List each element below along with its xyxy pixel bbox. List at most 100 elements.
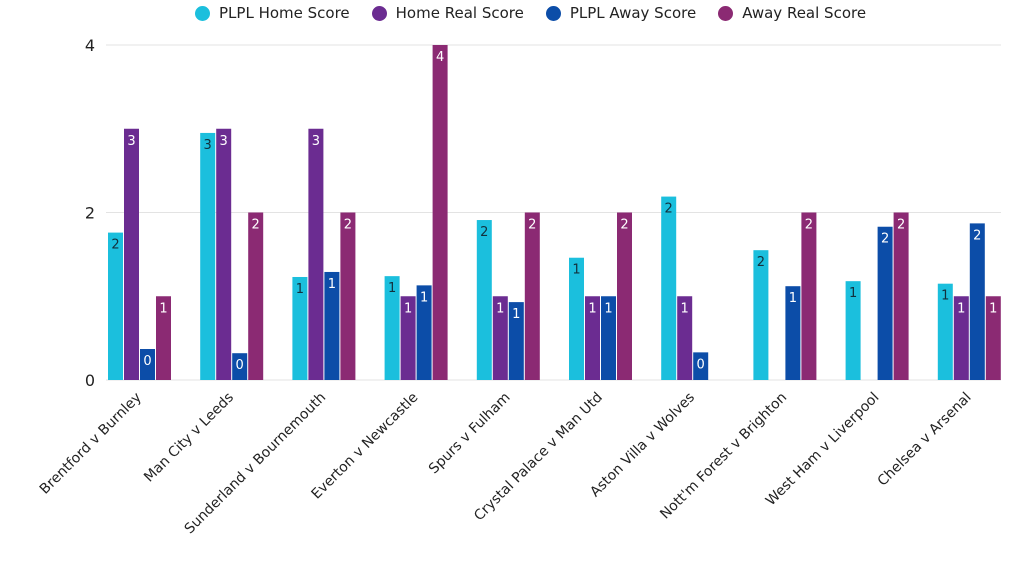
- bar[interactable]: [384, 276, 400, 380]
- data-label: 4: [436, 50, 444, 65]
- bar-group: 2 3 0 1: [108, 128, 171, 380]
- bar[interactable]: [432, 45, 448, 380]
- bar-group: 2 1 0: [661, 196, 709, 380]
- data-label: 1: [404, 301, 412, 316]
- bar-group: 2 1 2: [753, 212, 817, 381]
- legend-swatch-icon: [371, 5, 387, 21]
- bar-group: 2 1 1 2: [476, 212, 540, 381]
- bar[interactable]: [524, 212, 540, 381]
- bar[interactable]: [492, 296, 508, 380]
- data-label: 0: [236, 358, 244, 373]
- data-label: 2: [973, 228, 981, 243]
- bar[interactable]: [585, 296, 600, 380]
- bar[interactable]: [308, 128, 324, 380]
- bar[interactable]: [677, 296, 693, 380]
- data-label: 1: [789, 291, 797, 306]
- legend-item[interactable]: Home Real Score: [371, 4, 524, 22]
- bar-group: 1 22: [845, 212, 909, 381]
- data-label: 3: [220, 134, 228, 149]
- x-tick-label: Aston Villa v Wolves: [587, 390, 698, 501]
- data-label: 1: [989, 301, 997, 316]
- data-label: 2: [897, 218, 905, 233]
- bar[interactable]: [232, 353, 248, 380]
- data-label: 0: [143, 354, 151, 369]
- data-label: 1: [588, 301, 596, 316]
- legend-item[interactable]: PLPL Away Score: [545, 4, 697, 22]
- data-label: 1: [957, 301, 965, 316]
- data-label: 3: [127, 134, 135, 149]
- data-label: 1: [941, 289, 949, 304]
- y-tick-label: 2: [85, 204, 95, 223]
- legend-item[interactable]: Away Real Score: [718, 4, 866, 22]
- bar[interactable]: [156, 296, 171, 380]
- legend-swatch-icon: [545, 5, 561, 21]
- bar[interactable]: [893, 212, 909, 381]
- legend-swatch-icon: [718, 5, 734, 21]
- bar[interactable]: [953, 296, 969, 380]
- data-label: 2: [881, 232, 889, 247]
- data-label: 1: [849, 286, 857, 301]
- data-label: 3: [312, 134, 320, 149]
- data-label: 2: [252, 218, 260, 233]
- data-label: 1: [496, 301, 504, 316]
- x-tick-label: Chelsea v Arsenal: [875, 390, 975, 490]
- bar[interactable]: [248, 212, 264, 381]
- legend-item[interactable]: PLPL Home Score: [195, 4, 350, 22]
- bar[interactable]: [292, 276, 308, 380]
- bar[interactable]: [937, 283, 953, 380]
- data-label: 2: [805, 218, 813, 233]
- bar[interactable]: [200, 132, 216, 380]
- data-label: 3: [204, 138, 212, 153]
- y-axis: 0 2 4: [85, 36, 95, 390]
- data-label: 1: [420, 290, 428, 305]
- gridlines: [106, 44, 1001, 381]
- data-label: 2: [528, 218, 536, 233]
- bar[interactable]: [969, 223, 985, 380]
- bar[interactable]: [140, 349, 155, 380]
- bar[interactable]: [985, 296, 1001, 380]
- bar[interactable]: [340, 212, 356, 381]
- bar[interactable]: [785, 286, 801, 380]
- bar[interactable]: [753, 250, 769, 380]
- bar[interactable]: [108, 232, 123, 380]
- legend-swatch-icon: [195, 5, 210, 21]
- bar[interactable]: [416, 285, 432, 380]
- data-label: 1: [159, 301, 167, 316]
- bar[interactable]: [569, 257, 584, 380]
- legend-label: PLPL Home Score: [219, 4, 350, 22]
- bar[interactable]: [508, 302, 524, 380]
- data-label: 2: [480, 225, 488, 240]
- data-label: 1: [512, 307, 520, 322]
- bar-group: 3 3 0 2: [200, 128, 264, 381]
- bar[interactable]: [877, 226, 893, 380]
- data-label: 2: [344, 218, 352, 233]
- data-label: 2: [757, 255, 765, 270]
- legend-label: PLPL Away Score: [569, 4, 697, 22]
- bar[interactable]: [617, 212, 632, 381]
- bar[interactable]: [124, 128, 139, 380]
- bar[interactable]: [400, 296, 416, 380]
- y-tick-label: 0: [85, 371, 95, 390]
- data-label: 1: [388, 281, 396, 296]
- bar[interactable]: [476, 220, 492, 380]
- data-label: 2: [111, 238, 119, 253]
- data-label: 1: [681, 301, 689, 316]
- legend-label: Home Real Score: [395, 4, 524, 22]
- bar[interactable]: [661, 196, 677, 380]
- bar[interactable]: [324, 271, 340, 380]
- bar[interactable]: [845, 281, 861, 380]
- bar[interactable]: [216, 128, 232, 380]
- data-label: 1: [328, 277, 336, 292]
- x-tick-label: Spurs v Fulham: [426, 390, 514, 478]
- bar[interactable]: [693, 352, 709, 380]
- bar[interactable]: [601, 296, 616, 380]
- x-tick-label: Man City v Leeds: [141, 390, 237, 486]
- data-label: 2: [620, 218, 628, 233]
- data-label: 1: [604, 301, 612, 316]
- bar[interactable]: [801, 212, 817, 381]
